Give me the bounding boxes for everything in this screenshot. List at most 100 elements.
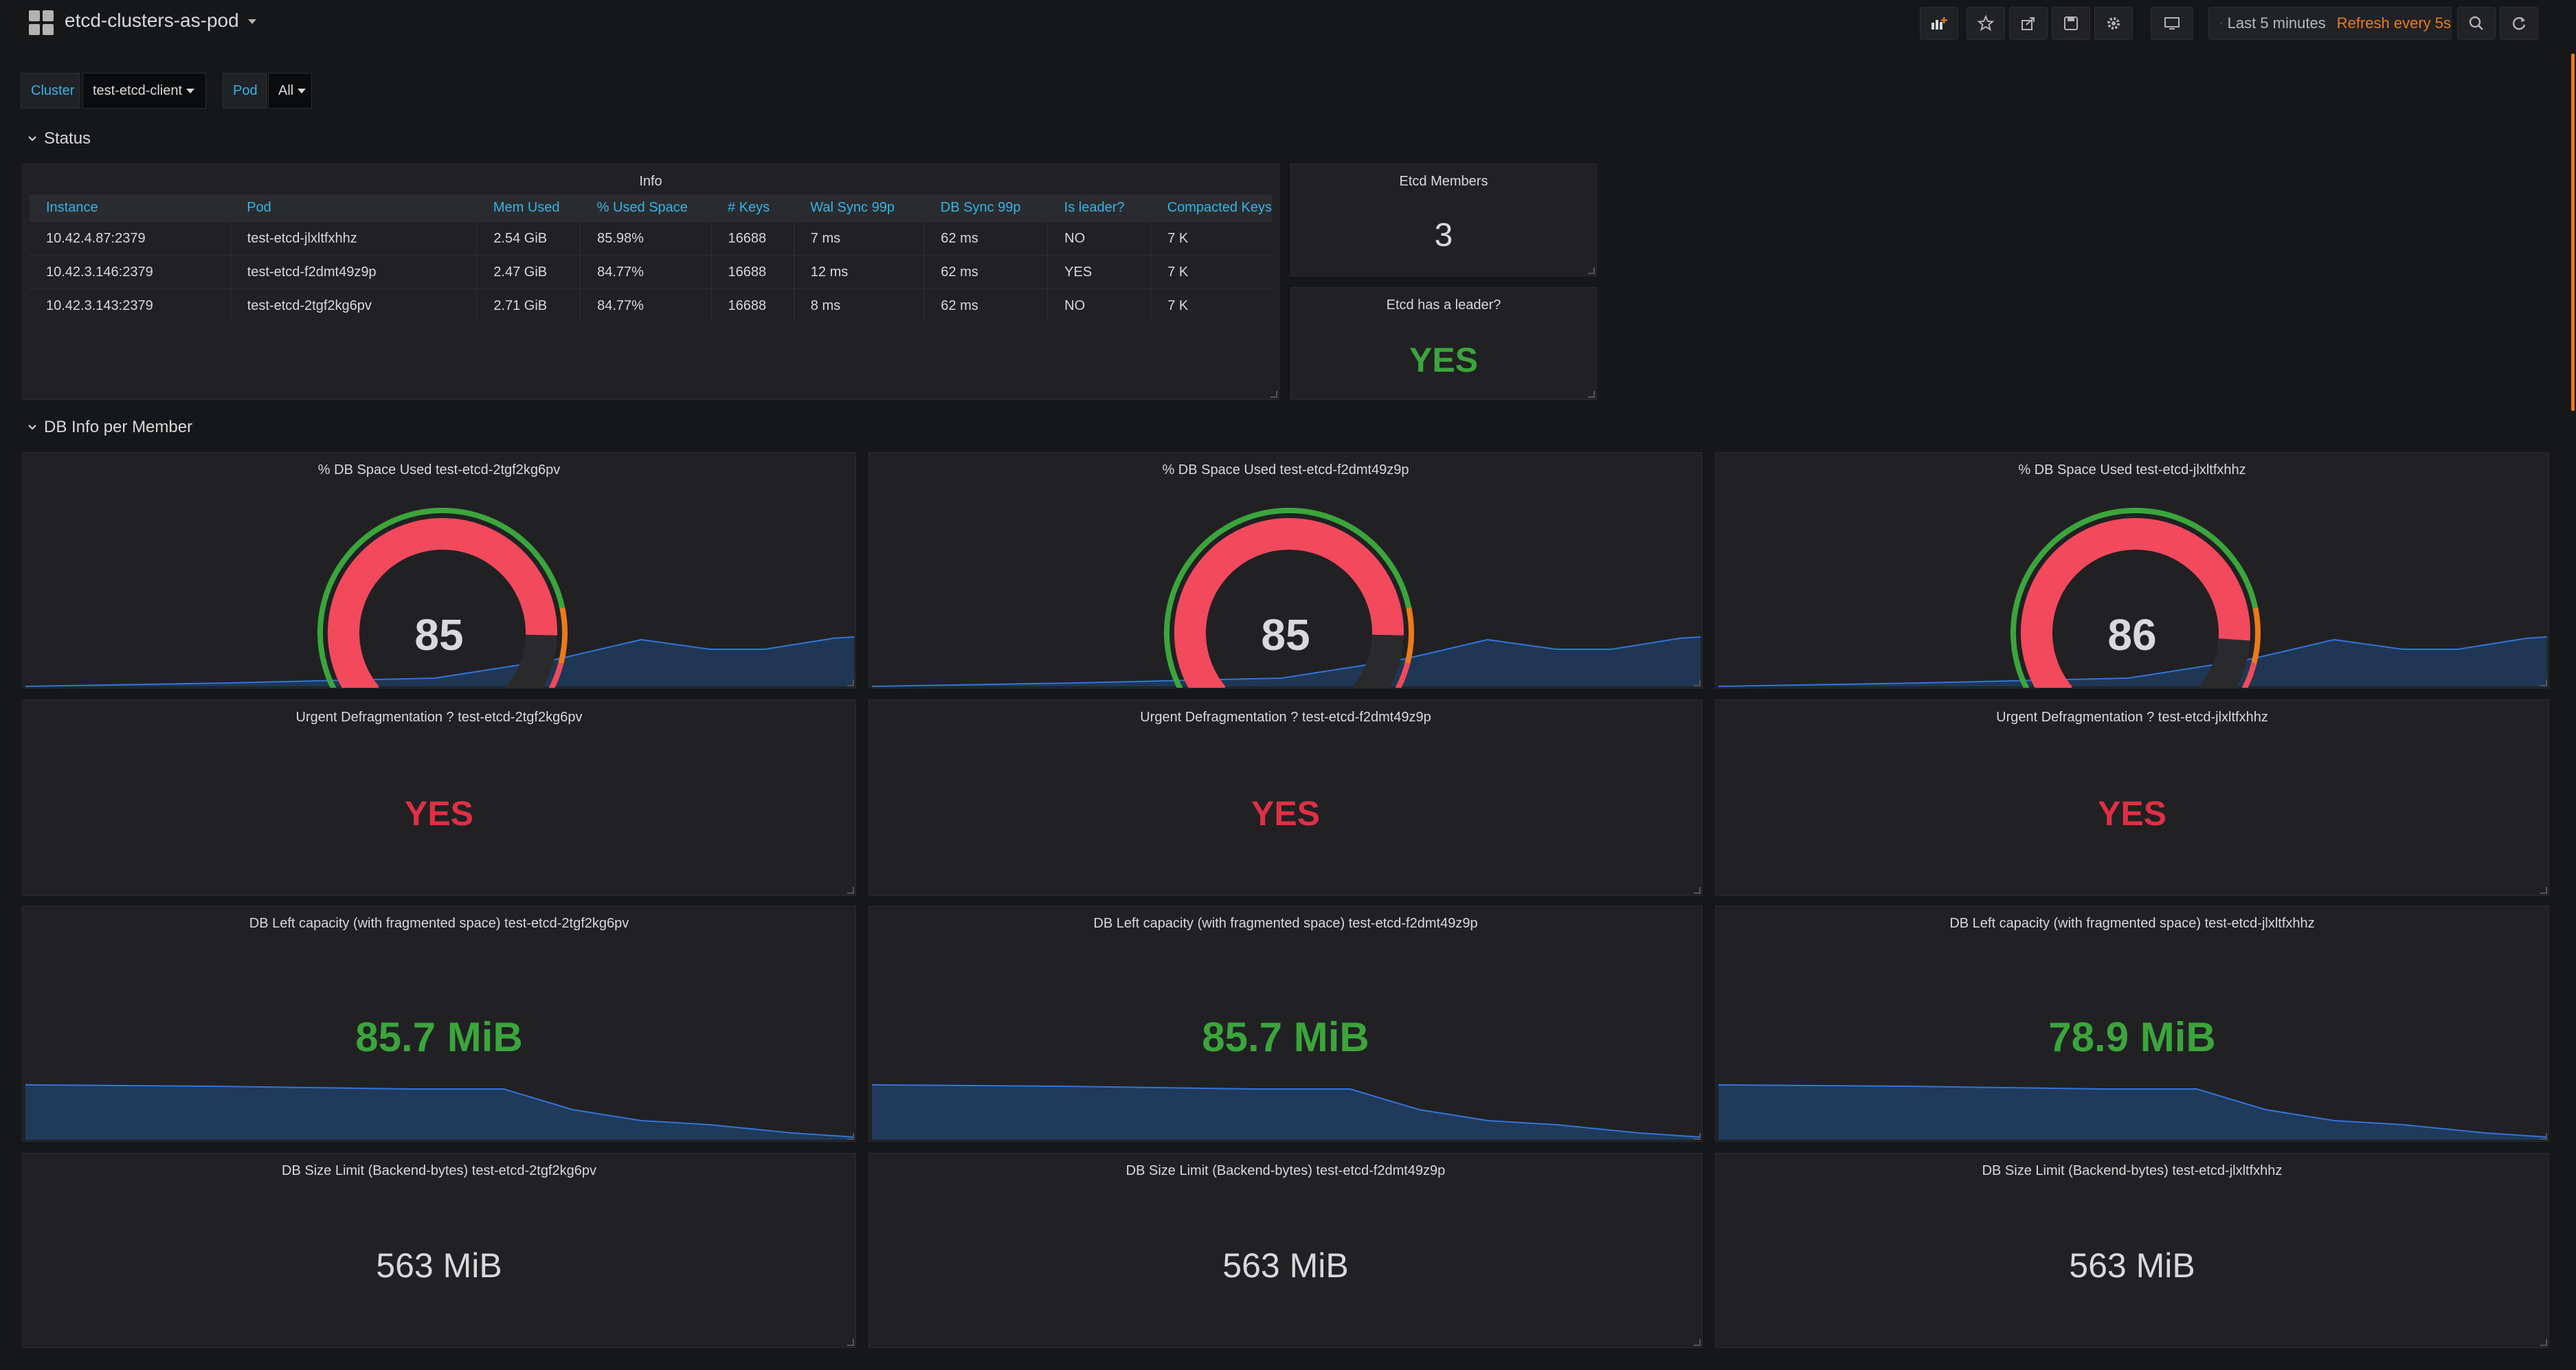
- cell-db-sync: 62 ms: [923, 255, 1048, 289]
- stat-value: 3: [1434, 217, 1453, 254]
- panel-title: DB Size Limit (Backend-bytes) test-etcd-…: [282, 1163, 596, 1178]
- sparkline-line: [25, 636, 855, 687]
- monitor-icon: [2164, 17, 2180, 30]
- gauge-threshold-red: [548, 662, 564, 688]
- settings-button[interactable]: [2094, 7, 2133, 40]
- stat-value: 85.7 MiB: [355, 1014, 523, 1060]
- page-scrollbar[interactable]: [2571, 54, 2575, 411]
- sparkline-area: [872, 637, 1701, 686]
- cell-mem-used: 2.54 GiB: [476, 221, 581, 256]
- column-header[interactable]: Instance: [30, 194, 231, 222]
- panel-resize-handle[interactable]: [847, 887, 854, 894]
- add-panel-button[interactable]: [1920, 7, 1958, 40]
- row-status[interactable]: Status: [26, 128, 91, 150]
- column-header[interactable]: Compacted Keys: [1150, 194, 1272, 222]
- gauge-threshold-orange: [558, 607, 568, 664]
- panel-resize-handle[interactable]: [1270, 391, 1277, 398]
- gauge-value: 85: [1261, 610, 1310, 660]
- gauge-value-arc: [328, 518, 557, 688]
- column-header[interactable]: Pod: [230, 194, 477, 222]
- variable-select-pod[interactable]: All: [268, 73, 312, 109]
- sparkline: [1718, 1084, 2548, 1140]
- panel-resize-handle[interactable]: [1588, 391, 1595, 398]
- column-header[interactable]: Wal Sync 99p: [794, 194, 924, 222]
- sparkline: [25, 1084, 855, 1140]
- panel-title: Etcd Members: [1399, 174, 1488, 189]
- db-space-gauge-panel: % DB Space Used test-etcd-f2dmt49z9p 85: [869, 452, 1703, 688]
- sparkline-line: [25, 1084, 855, 1138]
- panel-resize-handle[interactable]: [1694, 1339, 1701, 1346]
- panel-resize-handle[interactable]: [1694, 680, 1701, 686]
- table-row: 10.42.3.146:2379 test-etcd-f2dmt49z9p 2.…: [30, 255, 1272, 289]
- cell-db-sync: 62 ms: [923, 289, 1048, 322]
- cell-db-sync: 62 ms: [923, 221, 1048, 256]
- cell-used-space: 84.77%: [580, 255, 712, 289]
- column-header[interactable]: Mem Used: [476, 194, 581, 222]
- cell-mem-used: 2.71 GiB: [476, 289, 581, 322]
- view-mode-button[interactable]: [2151, 7, 2193, 40]
- zoom-out-button[interactable]: [2457, 7, 2496, 40]
- refresh-icon: [2513, 17, 2526, 30]
- variable-value-cluster-text: test-etcd-client: [93, 82, 183, 98]
- table-header-row: Instance Pod Mem Used % Used Space # Key…: [30, 194, 1272, 222]
- db-left-capacity-panel: DB Left capacity (with fragmented space)…: [1715, 906, 2549, 1142]
- variable-select-cluster[interactable]: All test-etcd-client: [82, 73, 206, 109]
- star-button[interactable]: [1967, 7, 2005, 40]
- sparkline-area: [872, 1085, 1701, 1140]
- time-range-picker[interactable]: Last 5 minutes Refresh every 5s: [2208, 7, 2452, 40]
- top-navbar: [0, 0, 2576, 51]
- panel-resize-handle[interactable]: [1694, 887, 1701, 894]
- column-header[interactable]: DB Sync 99p: [923, 194, 1048, 222]
- sparkline-line: [871, 636, 1701, 687]
- panel-resize-handle[interactable]: [2540, 1339, 2547, 1346]
- panel-resize-handle[interactable]: [2540, 1133, 2547, 1140]
- panel-resize-handle[interactable]: [1588, 267, 1595, 274]
- cell-wal-sync: 7 ms: [793, 221, 924, 256]
- refresh-button[interactable]: [2500, 7, 2538, 40]
- gauge-graphic: [25, 508, 855, 688]
- stat-value: 563 MiB: [1222, 1246, 1349, 1285]
- share-button[interactable]: [2009, 7, 2048, 40]
- cell-is-leader: NO: [1047, 221, 1151, 256]
- save-button[interactable]: [2052, 7, 2090, 40]
- cell-compacted-keys: 7 K: [1150, 221, 1272, 256]
- gauge-threshold-red: [2241, 662, 2257, 688]
- row-db-info-title: DB Info per Member: [44, 418, 193, 436]
- panel-resize-handle[interactable]: [847, 1339, 854, 1346]
- panel-title: DB Size Limit (Backend-bytes) test-etcd-…: [1125, 1163, 1446, 1178]
- gauge-graphic: [871, 508, 1701, 688]
- cell-wal-sync: 12 ms: [793, 255, 924, 289]
- variable-label-cluster: Cluster: [21, 73, 80, 109]
- refresh-interval-label: Refresh every 5s: [2336, 14, 2451, 32]
- cell-pod: test-etcd-f2dmt49z9p: [229, 255, 477, 289]
- gauge-threshold-red: [1395, 662, 1411, 688]
- sparkline-line: [1718, 636, 2548, 687]
- cell-used-space: 85.98%: [580, 221, 712, 256]
- search-icon: [2469, 16, 2483, 30]
- column-header[interactable]: % Used Space: [580, 194, 712, 222]
- panel-title: % DB Space Used test-etcd-jlxltfxhhz: [2018, 462, 2246, 478]
- dashboards-grid-icon[interactable]: [29, 10, 54, 35]
- dashboard-title[interactable]: etcd-clusters-as-pod: [65, 10, 257, 32]
- panel-resize-handle[interactable]: [847, 1133, 854, 1140]
- stat-value: 563 MiB: [376, 1246, 502, 1285]
- urgent-defrag-panel: Urgent Defragmentation ? test-etcd-jlxlt…: [1715, 699, 2549, 896]
- panel-resize-handle[interactable]: [1694, 1133, 1701, 1140]
- cell-pod: test-etcd-2tgf2kg6pv: [229, 289, 477, 322]
- cell-used-space: 84.77%: [580, 289, 712, 322]
- gauge-value-arc: [1174, 518, 1404, 688]
- panel-resize-handle[interactable]: [847, 680, 854, 686]
- gauge-value: 86: [2107, 610, 2157, 660]
- cell-wal-sync: 8 ms: [793, 289, 924, 322]
- panel-resize-handle[interactable]: [2540, 680, 2547, 686]
- gauge-graphic: [1718, 508, 2548, 688]
- sparkline-area: [25, 1085, 854, 1140]
- panel-resize-handle[interactable]: [2540, 887, 2547, 894]
- column-header[interactable]: # Keys: [711, 194, 794, 222]
- row-db-info[interactable]: DB Info per Member: [26, 416, 192, 438]
- urgent-defrag-panel: Urgent Defragmentation ? test-etcd-f2dmt…: [869, 699, 1703, 896]
- column-header[interactable]: Is leader?: [1047, 194, 1151, 222]
- panel-title: Info: [639, 174, 662, 189]
- chevron-down-icon: [248, 19, 257, 25]
- cell-instance: 10.42.3.143:2379: [30, 289, 231, 322]
